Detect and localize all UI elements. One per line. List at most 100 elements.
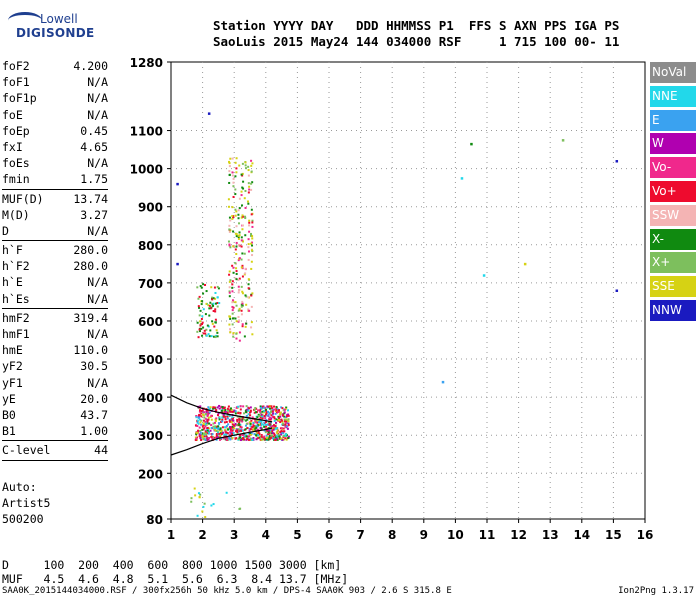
echo-point bbox=[268, 432, 271, 435]
logo-line1: Lowell bbox=[40, 12, 78, 26]
echo-point bbox=[206, 420, 209, 423]
echo-point bbox=[197, 336, 200, 339]
echo-point bbox=[277, 415, 280, 418]
echo-point bbox=[244, 217, 247, 220]
echo-point bbox=[272, 425, 275, 428]
echo-point bbox=[270, 405, 273, 408]
echo-point bbox=[234, 161, 237, 164]
echo-point bbox=[244, 167, 247, 170]
echo-point bbox=[256, 425, 259, 428]
echo-point bbox=[200, 439, 203, 442]
y-tick-label: 900 bbox=[138, 201, 163, 215]
echo-point bbox=[215, 438, 218, 441]
echo-point bbox=[229, 429, 232, 432]
param-value: 20.0 bbox=[80, 391, 108, 406]
echo-point bbox=[211, 433, 214, 436]
echo-point bbox=[263, 435, 266, 438]
echo-point bbox=[246, 437, 249, 440]
echo-point bbox=[235, 270, 238, 273]
echo-point bbox=[204, 430, 207, 433]
profile-curve bbox=[170, 427, 273, 456]
echo-point bbox=[267, 410, 270, 413]
echo-point bbox=[231, 312, 234, 315]
echo-point bbox=[209, 429, 212, 432]
param-value: 43.7 bbox=[80, 407, 108, 422]
echo-point bbox=[269, 429, 272, 432]
echo-point bbox=[249, 424, 252, 427]
echo-point bbox=[225, 431, 228, 434]
param-name: fxI bbox=[2, 139, 23, 154]
echo-point bbox=[268, 412, 271, 415]
param-row-hes: h`Es N/A bbox=[2, 291, 108, 307]
echo-point bbox=[207, 432, 210, 435]
echo-point bbox=[235, 167, 238, 170]
echo-point bbox=[252, 437, 255, 440]
echo-point bbox=[195, 436, 198, 439]
echo-point bbox=[226, 415, 229, 418]
echo-point bbox=[244, 189, 247, 192]
echo-point bbox=[254, 411, 257, 414]
param-value: 4.65 bbox=[80, 139, 108, 154]
echo-point bbox=[198, 496, 201, 499]
echo-point bbox=[207, 411, 210, 414]
echo-point bbox=[208, 430, 211, 433]
echo-point bbox=[230, 407, 233, 410]
echo-point bbox=[251, 241, 254, 244]
echo-point bbox=[199, 431, 202, 434]
echo-point bbox=[200, 286, 203, 289]
echo-point bbox=[222, 413, 225, 416]
echo-point bbox=[206, 429, 209, 432]
echo-point bbox=[231, 416, 234, 419]
echo-point bbox=[238, 257, 241, 260]
echo-point bbox=[249, 433, 252, 436]
echo-point bbox=[199, 409, 202, 412]
echo-point bbox=[213, 335, 216, 338]
echo-point bbox=[235, 171, 238, 174]
echo-point bbox=[237, 428, 240, 431]
echo-point bbox=[281, 438, 284, 441]
echo-point bbox=[271, 430, 274, 433]
echo-point bbox=[259, 410, 262, 413]
echo-point bbox=[249, 422, 252, 425]
echo-point bbox=[231, 323, 234, 326]
echo-point bbox=[220, 409, 223, 412]
echo-point bbox=[239, 428, 242, 431]
echo-point bbox=[215, 425, 218, 428]
echo-point bbox=[254, 406, 257, 409]
echo-point bbox=[208, 422, 211, 425]
echo-point bbox=[225, 491, 228, 494]
auto-scaling-info: Auto: Artist5 500200 bbox=[2, 479, 50, 527]
echo-point bbox=[286, 427, 289, 430]
echo-point bbox=[235, 245, 238, 248]
echo-point bbox=[235, 437, 238, 440]
echo-point bbox=[268, 435, 271, 438]
echo-point bbox=[217, 287, 220, 290]
echo-point bbox=[250, 232, 253, 235]
echo-point bbox=[199, 285, 202, 288]
param-name: hmF1 bbox=[2, 327, 30, 341]
echo-point bbox=[198, 433, 201, 436]
echo-point bbox=[251, 237, 254, 240]
echo-point bbox=[286, 413, 289, 416]
echo-point bbox=[221, 418, 224, 421]
echo-point bbox=[239, 412, 242, 415]
echo-point bbox=[234, 301, 237, 304]
echo-point bbox=[228, 291, 231, 294]
footer-version: Ion2Png 1.3.17 bbox=[618, 586, 694, 596]
echo-point bbox=[219, 438, 222, 441]
echo-point bbox=[261, 406, 264, 409]
echo-point bbox=[224, 426, 227, 429]
isolated-echo-point bbox=[561, 139, 565, 142]
echo-point bbox=[231, 433, 234, 436]
echo-point bbox=[228, 436, 231, 439]
echo-point bbox=[240, 236, 243, 239]
echo-point bbox=[249, 437, 252, 440]
echo-point bbox=[278, 413, 281, 416]
echo-point bbox=[271, 408, 274, 411]
echo-point bbox=[240, 239, 243, 242]
footer-distance-row: D 100 200 400 600 800 1000 1500 3000 [km… bbox=[2, 558, 342, 572]
echo-point bbox=[248, 309, 251, 312]
echo-point bbox=[214, 419, 217, 422]
echo-point bbox=[244, 410, 247, 413]
echo-point bbox=[250, 208, 253, 211]
